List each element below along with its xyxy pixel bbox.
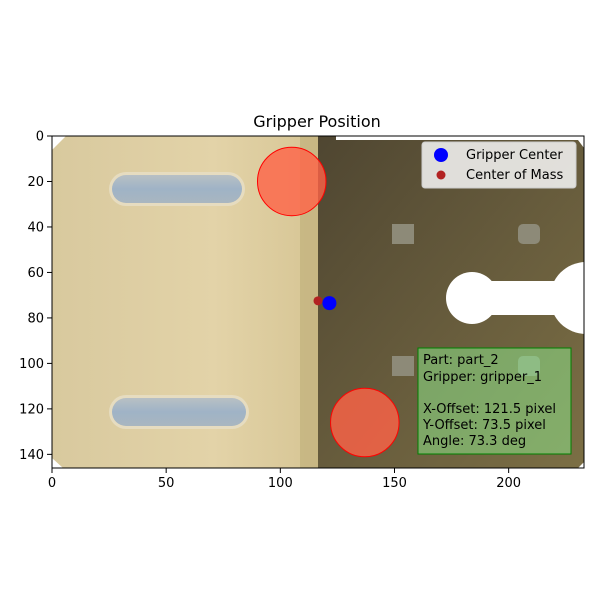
y-tick-label: 140	[19, 448, 44, 463]
hole	[518, 224, 540, 244]
x-tick-label: 150	[382, 476, 407, 491]
legend-label-gripper-center: Gripper Center	[466, 148, 563, 163]
data-points	[313, 296, 337, 311]
keyhole-cutout	[446, 262, 584, 334]
legend-box	[421, 141, 577, 189]
plot-frame	[51, 135, 585, 469]
y-tick-label: 0	[36, 130, 44, 145]
legend: Gripper Center Center of Mass	[421, 141, 577, 189]
gripper-fingers	[256, 146, 400, 458]
x-axis: 0 50 100 150 200	[48, 468, 521, 491]
info-line: Gripper: gripper_1	[423, 370, 542, 385]
info-line: Y-Offset: 73.5 pixel	[422, 418, 546, 433]
y-tick-label: 120	[19, 402, 44, 417]
center-of-mass-point	[313, 296, 323, 306]
y-tick-label: 100	[19, 357, 44, 372]
info-box-background	[417, 347, 572, 455]
legend-marker-center-of-mass	[436, 170, 446, 180]
y-tick-label: 20	[27, 175, 44, 190]
info-line: X-Offset: 121.5 pixel	[423, 402, 556, 417]
x-tick-label: 100	[268, 476, 293, 491]
gripper-finger-circle	[330, 387, 400, 458]
legend-marker-gripper-center	[434, 148, 448, 162]
info-line: Part: part_2	[423, 353, 499, 368]
hole	[392, 356, 414, 376]
gripper-finger-circle	[256, 146, 327, 217]
chart-title: Gripper Position	[253, 112, 381, 131]
y-axis: 0 20 40 60 80 100 120 140	[19, 130, 52, 463]
y-tick-label: 80	[27, 311, 44, 326]
x-tick-label: 0	[48, 476, 56, 491]
y-tick-label: 40	[27, 220, 44, 235]
x-tick-label: 50	[158, 476, 175, 491]
x-tick-label: 200	[496, 476, 521, 491]
info-line: Angle: 73.3 deg	[423, 434, 526, 449]
info-box: Part: part_2 Gripper: gripper_1 X-Offset…	[417, 347, 572, 455]
legend-label-center-of-mass: Center of Mass	[466, 168, 564, 183]
gripper-center-point	[322, 296, 337, 311]
y-tick-label: 60	[27, 266, 44, 281]
hole	[392, 224, 414, 244]
